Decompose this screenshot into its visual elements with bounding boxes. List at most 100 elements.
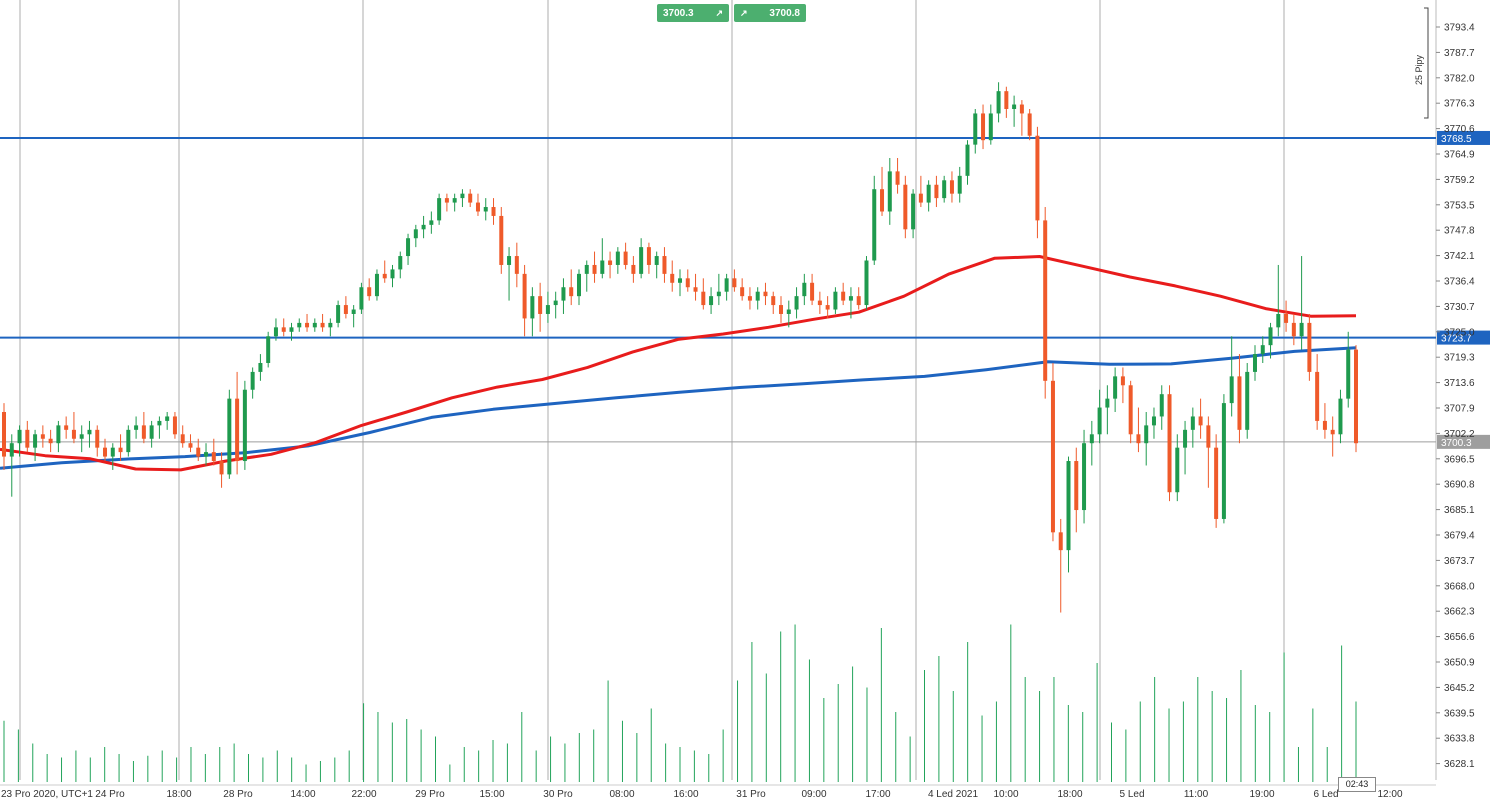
candle-body — [996, 91, 1001, 114]
candle-body — [825, 305, 830, 310]
candle-body — [188, 443, 193, 448]
candle — [1035, 126, 1040, 239]
time-tick-label: 30 Pro — [543, 789, 573, 800]
candle-body — [1120, 376, 1125, 386]
candle — [732, 269, 737, 292]
candle — [475, 193, 480, 216]
candle — [1268, 322, 1273, 359]
candles[interactable] — [2, 82, 1358, 613]
price-tick-label: 3793.4 — [1444, 23, 1475, 34]
time-tick-label: 28 Pro — [223, 789, 253, 800]
candle-body — [530, 296, 535, 319]
candle — [670, 260, 675, 292]
candle — [693, 273, 698, 301]
candle — [600, 238, 605, 279]
candle-body — [204, 452, 209, 457]
candle — [530, 287, 535, 337]
candle — [328, 318, 333, 337]
candle-body — [670, 273, 675, 283]
candle — [227, 389, 232, 479]
candle-body — [1245, 371, 1250, 430]
candle-body — [172, 416, 177, 435]
candle — [911, 189, 916, 239]
candle-body — [942, 180, 947, 199]
candle-body — [149, 425, 154, 439]
current-price-tag-label: 3700.3 — [1441, 438, 1472, 449]
candle-body — [887, 171, 892, 212]
candle — [95, 425, 100, 457]
candle-body — [343, 305, 348, 314]
price-tick-label: 3787.7 — [1444, 48, 1475, 59]
candle — [1175, 434, 1180, 502]
time-tick-label: 16:00 — [673, 789, 698, 800]
candle — [942, 175, 947, 203]
candle — [779, 296, 784, 323]
candle-body — [491, 207, 496, 216]
candle — [1330, 416, 1335, 457]
candle — [949, 171, 954, 203]
candle-body — [864, 260, 869, 306]
candle — [507, 247, 512, 301]
candle — [592, 251, 597, 283]
candle-body — [646, 247, 651, 265]
candle — [1260, 336, 1265, 363]
candle — [79, 425, 84, 453]
candle — [584, 260, 589, 292]
price-tick-label: 3719.3 — [1444, 353, 1475, 364]
candle-body — [693, 287, 698, 292]
candle-body — [266, 336, 271, 363]
candle-body — [1315, 371, 1320, 421]
candle-body — [250, 371, 255, 390]
volume-bars — [3, 624, 1357, 782]
candle-body — [911, 193, 916, 230]
buy-button[interactable]: ↗ 3700.8 — [734, 4, 806, 22]
candle-body — [903, 184, 908, 230]
candle — [2, 403, 6, 470]
candle — [685, 269, 690, 292]
candle — [157, 416, 162, 439]
candle-body — [475, 202, 480, 212]
candle — [1322, 403, 1327, 439]
candle-body — [297, 322, 302, 328]
sell-button[interactable]: 3700.3 ↗ — [657, 4, 729, 22]
moving-averages — [0, 255, 1357, 472]
candle-body — [685, 278, 690, 288]
candle-body — [1276, 313, 1281, 328]
candle — [289, 322, 294, 341]
candle-body — [1284, 313, 1289, 323]
candle-body — [1291, 322, 1296, 337]
candle-body — [1299, 322, 1304, 337]
candle-body — [406, 238, 411, 257]
price-tick-label: 3776.3 — [1444, 99, 1475, 110]
candle-body — [872, 189, 877, 261]
candle — [926, 180, 931, 212]
candle — [343, 296, 348, 319]
horizontal-price-levels[interactable]: 3768.5 3723.7 — [0, 130, 1490, 345]
candle-body — [1167, 394, 1172, 493]
candle-body — [538, 296, 543, 314]
candle-body — [1128, 385, 1133, 435]
candle — [235, 371, 240, 475]
candle — [864, 256, 869, 310]
candle — [499, 207, 504, 274]
candle-body — [654, 256, 659, 265]
candle-body — [1190, 416, 1195, 430]
candle — [848, 287, 853, 319]
moving-average-red — [0, 255, 1357, 472]
time-axis[interactable]: 23 Pro 2020, UTC+1 24 Pro 18:00 28 Pro 14:00… — [0, 784, 1436, 800]
candle — [468, 189, 473, 208]
price-axis[interactable]: 3793.4 3787.7 3782.0 3776.3 3770.6 3764.9 3759… — [1436, 23, 1475, 771]
candle — [1252, 345, 1257, 381]
price-tick-label: 3725.0 — [1444, 327, 1475, 338]
vertical-grid-lines — [19, 0, 1437, 780]
candle-body — [973, 113, 978, 145]
candle — [1291, 313, 1296, 346]
candle-body — [118, 447, 123, 453]
candle-body — [732, 278, 737, 288]
candle-body — [1012, 104, 1017, 109]
candle — [1299, 256, 1304, 350]
price-tick-label: 3782.0 — [1444, 73, 1475, 84]
candle-body — [507, 256, 512, 265]
candle — [172, 412, 177, 439]
